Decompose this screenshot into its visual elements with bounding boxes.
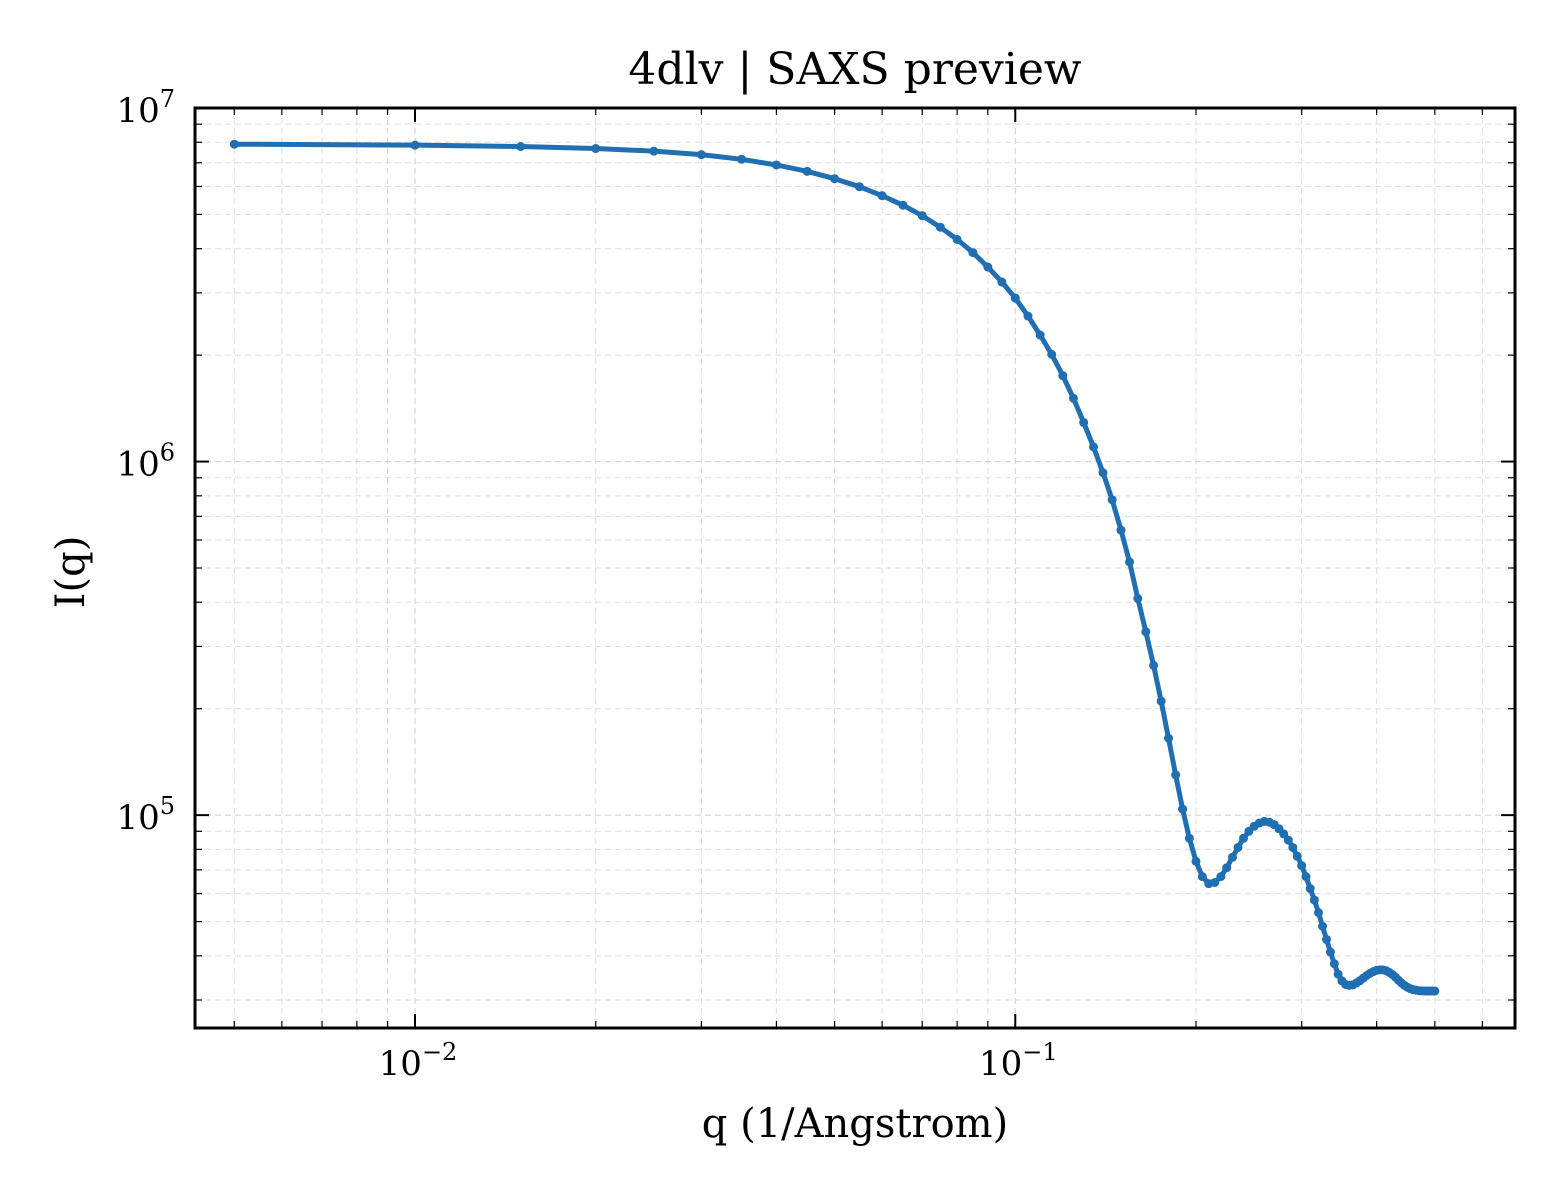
data-point [877, 191, 887, 201]
x-tick-label: 10−2 [379, 1038, 458, 1084]
tick-labels: 10−2 10−1 105 106 107 [116, 85, 1057, 1084]
data-point [1171, 770, 1181, 780]
data-point [737, 154, 747, 164]
data-point [1178, 804, 1188, 814]
data-point [1288, 842, 1298, 852]
data-point [1210, 877, 1220, 887]
data-point [1089, 442, 1099, 452]
data-point [516, 142, 526, 152]
data-point [1107, 495, 1117, 505]
data-point [649, 146, 659, 156]
data-point [952, 234, 962, 244]
data-point [1325, 947, 1335, 957]
data-point [1322, 934, 1332, 944]
data-point [1023, 311, 1033, 321]
data-point [1164, 733, 1174, 743]
data-point [1309, 895, 1319, 905]
data-point [830, 174, 840, 184]
data-point [1318, 921, 1328, 931]
data-point [696, 150, 706, 160]
series-layer [229, 139, 1440, 996]
data-point [898, 200, 908, 210]
data-point [1233, 842, 1243, 852]
data-point [917, 211, 927, 221]
data-point [1297, 861, 1307, 871]
data-point [1292, 851, 1302, 861]
data-point [410, 140, 420, 150]
data-point [1141, 627, 1151, 637]
data-point [1133, 593, 1143, 603]
y-tick-label: 107 [116, 85, 175, 131]
data-point [1191, 856, 1201, 866]
y-tick-label: 106 [116, 439, 175, 485]
data-point [1430, 986, 1440, 996]
data-point [1329, 959, 1339, 969]
y-axis-label: I(q) [48, 536, 94, 609]
data-point [1239, 833, 1248, 843]
data-point [1184, 833, 1194, 843]
data-point [1301, 872, 1311, 882]
data-point [1079, 417, 1089, 427]
data-point [1333, 969, 1343, 979]
x-tick-label: 10−1 [979, 1038, 1058, 1084]
data-point [1314, 908, 1323, 918]
data-point [1035, 330, 1045, 340]
data-point [968, 248, 978, 258]
data-point [1305, 884, 1315, 894]
data-point [1068, 393, 1078, 403]
data-point [229, 139, 239, 149]
data-point [1197, 872, 1207, 882]
data-point [1125, 557, 1135, 567]
data-point [1047, 349, 1057, 359]
data-point [1222, 863, 1232, 873]
plot-frame [193, 106, 1517, 1030]
data-point [1116, 525, 1126, 535]
data-point [771, 160, 781, 170]
data-point [997, 277, 1007, 287]
data-point [1283, 835, 1293, 845]
x-axis-label: q (1/Angstrom) [702, 1101, 1008, 1147]
data-point [1227, 852, 1237, 862]
data-point [983, 262, 993, 272]
y-tick-label: 105 [116, 792, 175, 838]
data-point [854, 182, 864, 192]
data-point [1098, 468, 1108, 478]
data-point [1279, 829, 1289, 839]
data-point [591, 144, 601, 154]
data-point [1058, 371, 1068, 381]
chart-title: 4dlv | SAXS preview [628, 44, 1081, 95]
data-point [1156, 696, 1166, 706]
data-point [1216, 872, 1226, 882]
data-point [1010, 293, 1020, 303]
data-point [802, 166, 812, 176]
data-point [935, 222, 945, 232]
data-point [1149, 660, 1159, 670]
